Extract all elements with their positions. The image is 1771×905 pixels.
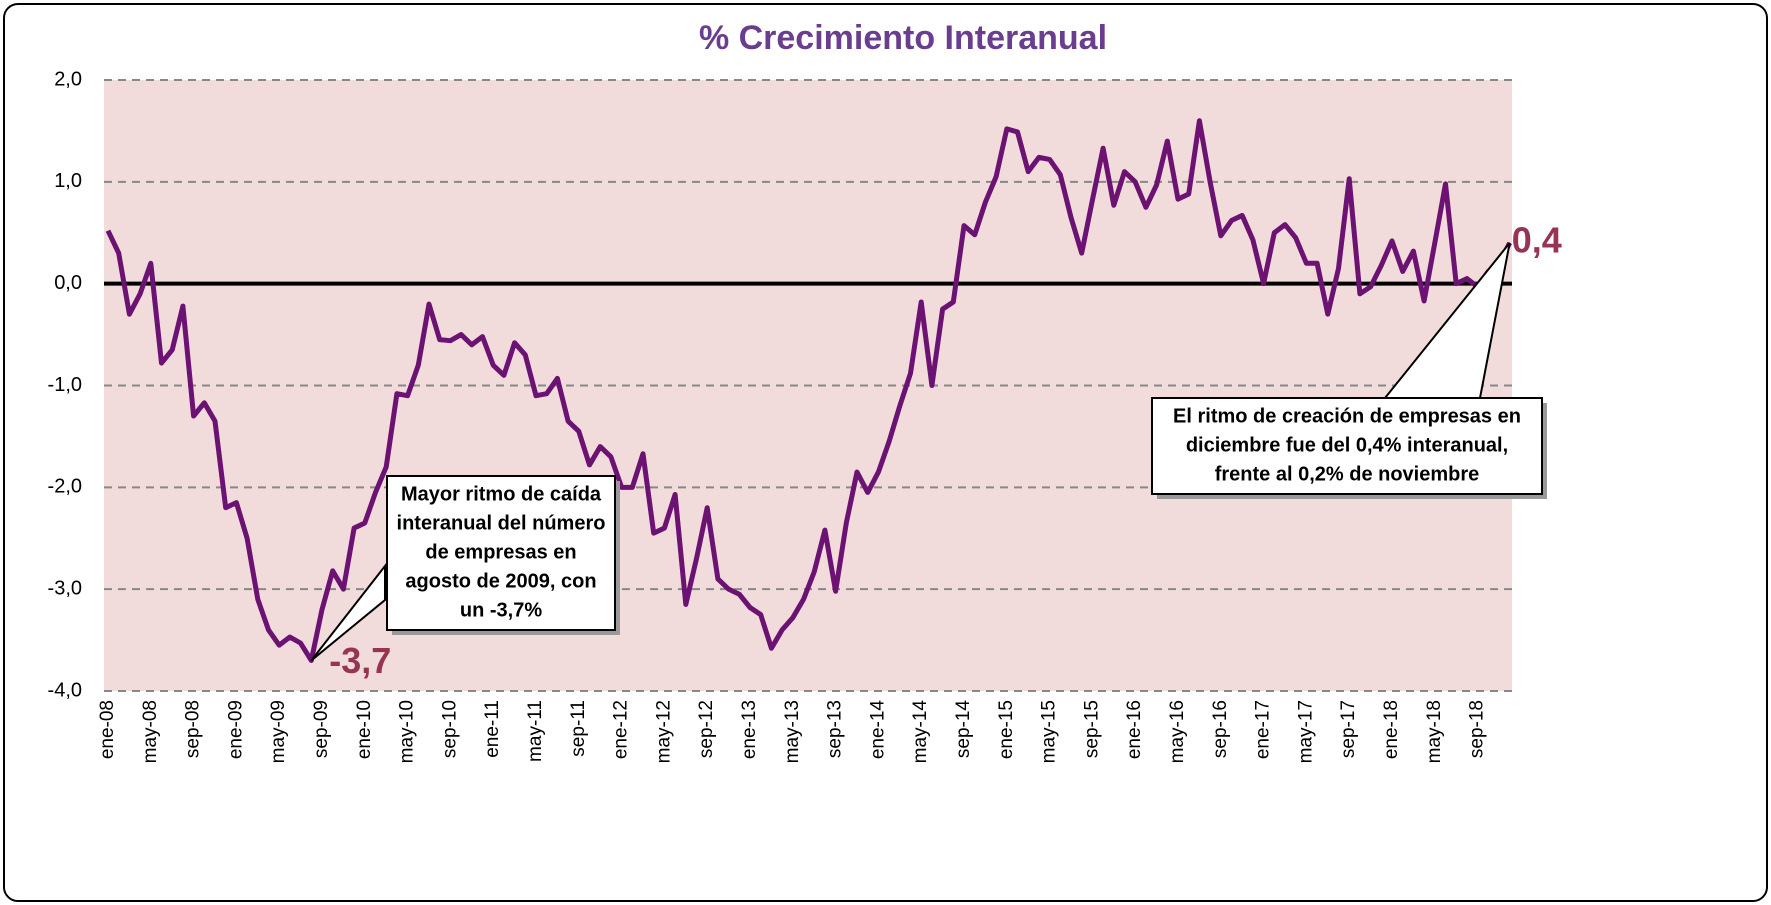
x-tick-label: ene-11 [482,700,503,758]
x-tick-label: may-14 [910,700,931,764]
x-tick-label: ene-08 [97,700,118,759]
y-tick-label: -4,0 [48,679,82,701]
callout-box [1151,397,1543,495]
callout-text: interanual del número [397,512,606,534]
x-tick-label: may-08 [140,700,161,763]
data-label: 0,4 [1512,219,1562,260]
y-tick-label: -3,0 [48,577,82,599]
x-tick-label: sep-09 [311,700,332,758]
x-tick-label: sep-12 [696,700,717,758]
callout-text: frente al 0,2% de noviembre [1215,463,1480,485]
x-tick-label: may-18 [1424,700,1445,763]
x-tick-label: sep-08 [183,700,204,758]
y-tick-label: 2,0 [54,68,82,90]
x-tick-label: may-09 [268,700,289,763]
x-tick-label: ene-16 [1124,700,1145,759]
y-tick-label: -2,0 [48,476,82,498]
x-tick-label: ene-12 [611,700,632,759]
callout-text: diciembre fue del 0,4% interanual, [1186,434,1508,456]
x-tick-label: may-13 [782,700,803,763]
callout-text: un -3,7% [460,599,542,621]
callout-text: de empresas en [425,541,576,563]
x-tick-label: may-16 [1167,700,1188,763]
x-tick-label: may-17 [1295,700,1316,763]
callout-text: Mayor ritmo de caída [401,483,602,505]
x-tick-label: may-11 [525,700,546,762]
x-tick-label: sep-10 [439,700,460,758]
callout-text: agosto de 2009, con [405,570,596,592]
callout: El ritmo de creación de empresas en dicie… [1151,242,1547,499]
x-tick-label: ene-15 [996,700,1017,759]
x-tick-label: may-10 [397,700,418,763]
callout-pointer [310,563,386,662]
x-tick-label: ene-13 [739,700,760,759]
x-tick-label: sep-15 [1081,700,1102,758]
x-tick-label: sep-13 [825,700,846,758]
x-tick-label: ene-09 [225,700,246,759]
chart-title: % Crecimiento Interanual [699,19,1107,57]
line-series [105,118,1512,663]
x-tick-label: ene-18 [1381,700,1402,759]
y-tick-label: 1,0 [54,170,82,192]
y-tick-label: -1,0 [48,374,82,396]
x-tick-label: sep-14 [953,700,974,759]
x-tick-label: sep-17 [1338,700,1359,758]
x-tick-label: sep-16 [1210,700,1231,758]
callout-box [386,475,616,631]
x-tick-label: may-15 [1039,700,1060,763]
callout-text: El ritmo de creación de empresas en [1173,405,1521,427]
y-tick-label: 0,0 [54,272,82,294]
x-tick-label: sep-18 [1467,700,1488,758]
x-tick-label: may-12 [653,700,674,763]
x-tick-label: ene-17 [1253,700,1274,759]
x-tick-label: sep-11 [568,700,589,757]
x-tick-label: ene-10 [354,700,375,759]
x-tick-label: ene-14 [867,700,888,760]
callout: Mayor ritmo de caída interanual del númer… [310,475,620,662]
data-label: -3,7 [329,640,391,681]
